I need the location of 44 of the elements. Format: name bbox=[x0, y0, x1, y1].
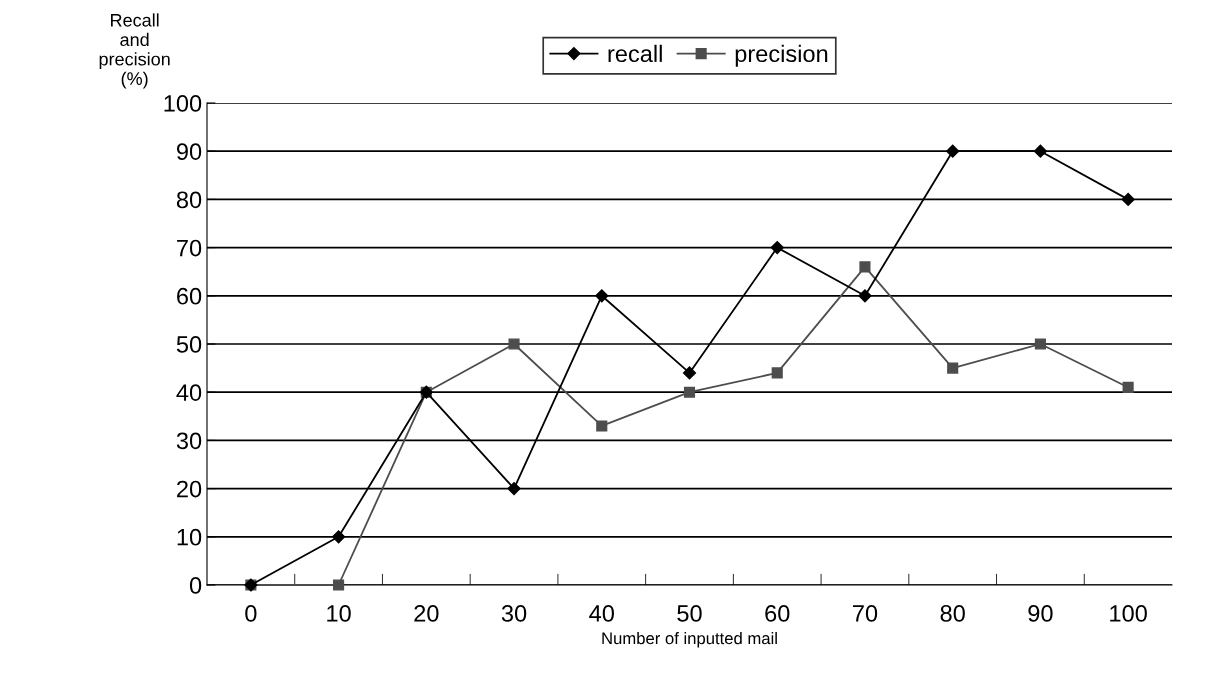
y-tick-label: 30 bbox=[176, 432, 202, 450]
point bbox=[596, 420, 608, 432]
x-tick-label: 70 bbox=[853, 605, 878, 622]
y-tick-label: 70 bbox=[177, 239, 202, 257]
point bbox=[1122, 381, 1134, 393]
point bbox=[507, 482, 521, 496]
y-tick-label: 90 bbox=[176, 143, 202, 160]
point bbox=[682, 366, 697, 380]
legend-label: recall bbox=[608, 44, 662, 63]
y-tick-label: 100 bbox=[164, 95, 202, 112]
y-tick-label: 80 bbox=[176, 191, 202, 209]
point bbox=[947, 362, 959, 374]
x-tick-label: 80 bbox=[940, 605, 965, 622]
x-tick-label: 50 bbox=[677, 605, 702, 622]
x-tick-label: 100 bbox=[1110, 605, 1147, 622]
y-tick-label: 60 bbox=[177, 287, 202, 305]
x-tick-label: 40 bbox=[589, 605, 614, 622]
point bbox=[1034, 338, 1046, 350]
x-axis-title: Number of inputted mail bbox=[602, 632, 777, 648]
legend-label: precision bbox=[735, 44, 828, 67]
x-tick-label: 0 bbox=[245, 605, 257, 622]
x-tick-label: 30 bbox=[501, 605, 527, 622]
point bbox=[1033, 144, 1047, 158]
point bbox=[333, 579, 345, 591]
x-tick-label: 20 bbox=[414, 605, 439, 622]
point bbox=[770, 241, 784, 255]
y-tick-label: 40 bbox=[176, 384, 202, 401]
y-axis-title: Recall and precision (%) bbox=[99, 13, 170, 89]
point bbox=[683, 386, 696, 398]
x-tick-label: 10 bbox=[327, 605, 351, 622]
x-tick-label: 90 bbox=[1028, 605, 1053, 622]
point bbox=[858, 289, 872, 303]
point bbox=[332, 530, 346, 544]
y-tick-label: 10 bbox=[177, 528, 202, 546]
y-tick-label: 0 bbox=[189, 577, 202, 594]
y-tick-label: 50 bbox=[176, 336, 202, 353]
point bbox=[595, 289, 609, 303]
point bbox=[1121, 192, 1135, 206]
point bbox=[508, 338, 520, 350]
y-tick-label: 20 bbox=[177, 480, 202, 498]
point bbox=[859, 261, 871, 273]
point bbox=[771, 367, 783, 379]
x-tick-label: 60 bbox=[765, 605, 790, 622]
point bbox=[946, 144, 960, 158]
